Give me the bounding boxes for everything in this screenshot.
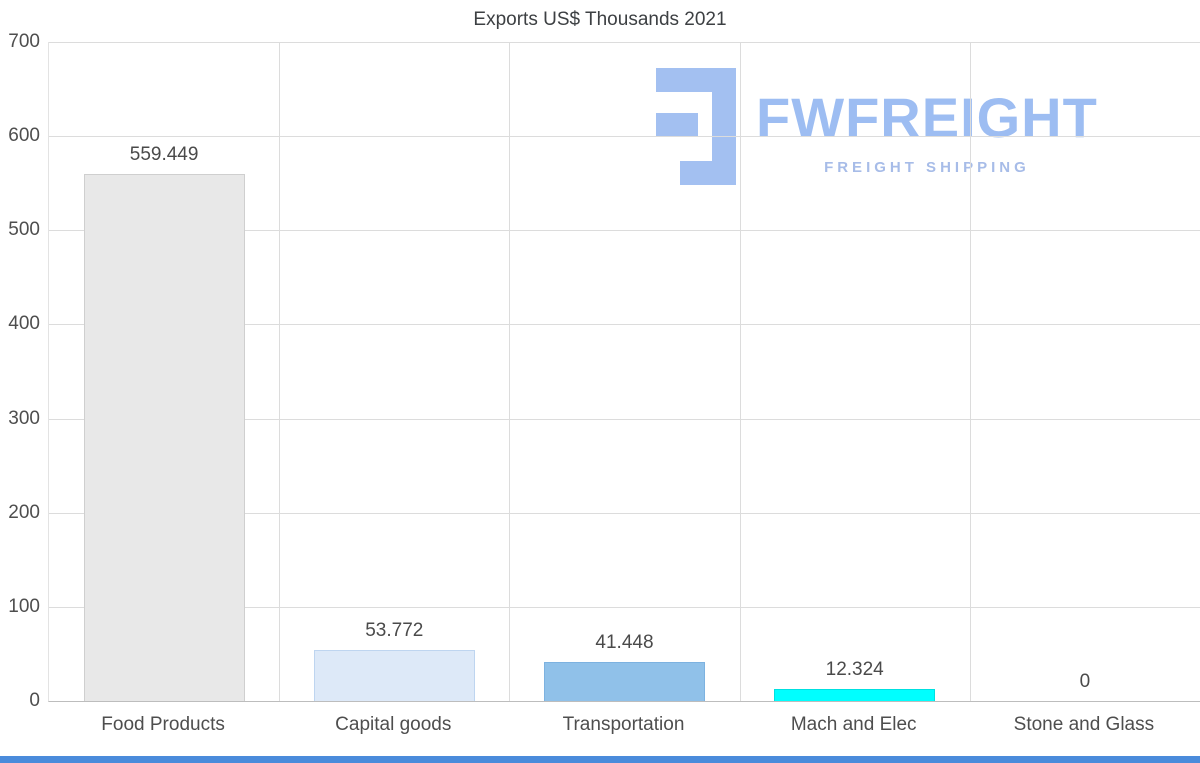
bar-capital-goods — [313, 650, 475, 701]
gridline-horizontal — [49, 324, 1200, 326]
x-axis: Food Products Capital goods Transportation… — [48, 713, 1199, 743]
gridline-horizontal — [49, 606, 1200, 608]
bar-value-label: 12.324 — [825, 659, 884, 681]
bar-value-label: 0 — [1079, 671, 1091, 692]
y-tick-label: 300 — [8, 407, 40, 429]
x-category-label: Food Products — [101, 714, 225, 735]
plot-area: 559.449 53.772 41.448 12.324 0 — [48, 42, 1200, 702]
chart-title: Exports US$ Thousands 2021 — [473, 9, 727, 30]
footer-accent-bar — [0, 756, 1200, 763]
gridline-horizontal — [49, 512, 1200, 514]
bar-transportation — [543, 661, 706, 701]
x-category-label: Capital goods — [335, 714, 452, 735]
y-tick-label: 400 — [8, 313, 40, 335]
y-tick-label: 500 — [8, 219, 40, 241]
gridline-vertical — [279, 42, 281, 701]
gridline-horizontal — [49, 230, 1200, 232]
gridline-vertical — [739, 42, 741, 701]
y-tick-label: 100 — [8, 595, 40, 617]
y-tick-label: 600 — [8, 125, 40, 147]
gridline-vertical — [969, 42, 971, 701]
y-tick-label: 200 — [8, 501, 40, 523]
bar-value-label: 41.448 — [595, 631, 654, 653]
gridline-horizontal — [49, 42, 1200, 43]
bar-value-label: 53.772 — [365, 620, 424, 642]
x-category-label: Mach and Elec — [790, 714, 917, 735]
y-tick-label: 0 — [29, 690, 40, 711]
bar-mach-and-elec — [774, 689, 936, 701]
y-axis: 0 100 200 300 400 500 600 700 — [0, 31, 42, 711]
gridline-horizontal — [49, 136, 1200, 138]
logo-tagline: FREIGHT SHIPPING — [824, 159, 1030, 176]
y-tick-label: 700 — [8, 31, 40, 52]
gridline-horizontal — [49, 418, 1200, 420]
fwfreight-logo-icon — [656, 68, 736, 185]
bar-value-label: 559.449 — [129, 144, 199, 166]
x-category-label: Stone and Glass — [1013, 714, 1155, 735]
gridline-vertical — [509, 42, 511, 701]
x-category-label: Transportation — [562, 714, 685, 735]
bar-food-products — [83, 174, 245, 701]
